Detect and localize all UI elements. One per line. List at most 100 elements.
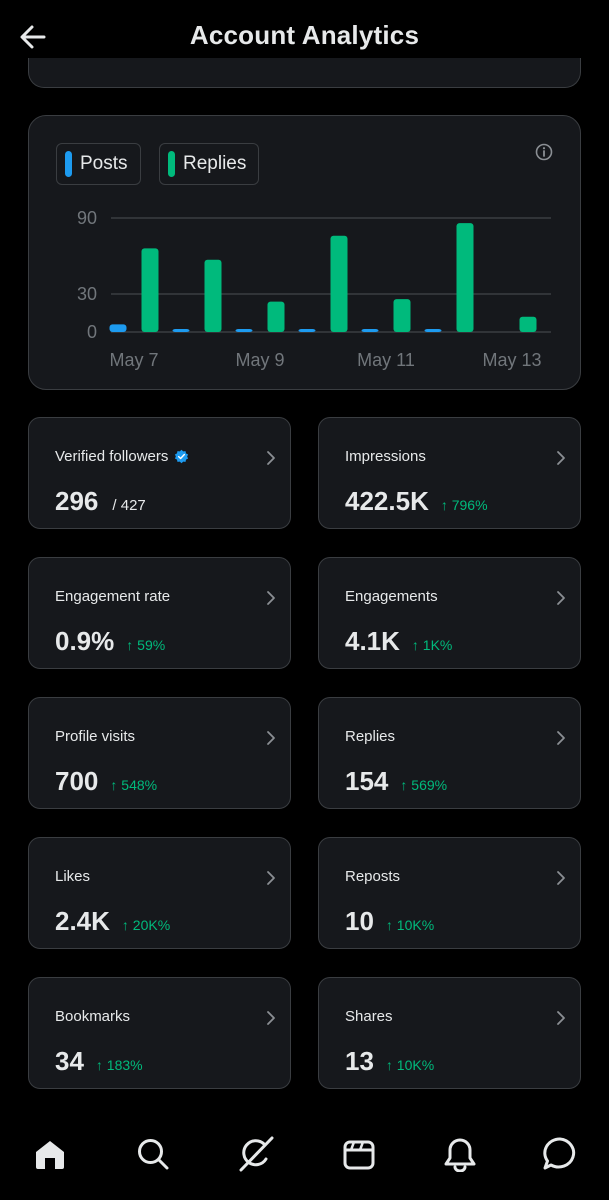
stat-value: 34 [55,1046,84,1076]
communities-icon [343,1140,375,1170]
stat-card[interactable]: Likes 2.4K ↑ 20K% [28,837,291,949]
replies-bar[interactable] [330,235,348,332]
stat-value-row: 700 ↑ 548% [55,766,157,797]
legend-posts-label: Posts [80,153,128,174]
nav-search[interactable] [131,1132,175,1176]
stat-label: Reposts [345,868,400,885]
page-title: Account Analytics [189,20,420,50]
posts-bar[interactable] [361,329,379,332]
nav-home[interactable] [28,1132,72,1176]
stat-change: ↑ 10K% [385,917,435,933]
chevron-right-icon [557,871,565,885]
x-tick-label: May 7 [109,350,158,370]
stat-card[interactable]: Engagements 4.1K ↑ 1K% [318,557,581,669]
stat-label: Profile visits [55,728,135,745]
stat-label-text: Profile visits [55,728,136,745]
stat-label: Bookmarks [55,1008,130,1025]
replies-bar[interactable] [141,248,159,332]
chevron-right-icon [267,871,275,885]
stat-change: ↑ 548% [110,777,158,793]
stat-value: 154 [345,766,389,796]
stat-label-text: Likes [55,868,91,885]
bell-icon [444,1138,476,1172]
verified-badge-icon [175,449,189,464]
activity-chart: 90 30 0 May 7 May 9 May 11 May 13 [77,208,551,370]
stat-label-text: Engagement rate [55,588,171,605]
chevron-right-icon [267,1011,275,1025]
chevron-right-icon [557,1011,565,1025]
stat-label-text: Verified followers [55,448,169,465]
legend-replies[interactable]: Replies [159,143,260,185]
stat-label: Shares [345,1008,393,1025]
posts-bar[interactable] [109,324,127,332]
replies-bar[interactable] [519,316,537,332]
chevron-right-icon [267,591,275,605]
stat-label-text: Shares [345,1008,393,1025]
chevron-right-icon [557,591,565,605]
chevron-right-icon [557,451,565,465]
stat-value: 4.1K [345,626,400,656]
stat-card[interactable]: Reposts 10 ↑ 10K% [318,837,581,949]
replies-bar[interactable] [456,223,474,332]
stat-label: Impressions [345,448,426,465]
search-icon [138,1139,169,1170]
stat-label: Likes [55,868,90,885]
stat-value: 296 [55,486,99,516]
stat-change: ↑ 569% [400,777,448,793]
stat-value-row: 422.5K ↑ 796% [345,486,488,517]
nav-grok[interactable] [234,1132,278,1176]
stat-label-text: Replies [345,728,396,745]
stat-label: Replies [345,728,395,745]
overview-card [28,58,581,88]
stat-value-row: 2.4K ↑ 20K% [55,906,170,937]
home-icon [36,1141,64,1169]
stat-change: ↑ 59% [126,637,166,653]
posts-bar[interactable] [298,329,316,332]
posts-bar[interactable] [172,329,190,332]
stat-card[interactable]: Impressions 422.5K ↑ 796% [318,417,581,529]
stat-label-text: Reposts [345,868,401,885]
stat-value: 700 [55,766,99,796]
stat-value-row: 154 ↑ 569% [345,766,447,797]
replies-bar[interactable] [393,299,411,332]
stat-value-row: 10 ↑ 10K% [345,906,434,937]
chevron-right-icon [267,731,275,745]
stat-card[interactable]: Verified followers 296 / 427 [28,417,291,529]
stat-change: ↑ 10K% [385,1057,435,1073]
stat-change: ↑ 1K% [411,637,453,653]
posts-bar[interactable] [235,329,253,332]
x-tick-label: May 11 [357,350,415,370]
x-tick-label: May 13 [482,350,541,370]
nav-communities[interactable] [337,1132,381,1176]
bottom-nav [0,1110,609,1200]
stat-card[interactable]: Replies 154 ↑ 569% [318,697,581,809]
chat-bubble-icon [543,1137,576,1170]
stat-change: ↑ 796% [440,497,488,513]
stat-value: 422.5K [345,486,429,516]
stat-change: ↑ 20K% [121,917,171,933]
back-button[interactable] [14,18,52,56]
activity-chart-card: Posts Replies 90 30 0 May 7 May 9 May 11 May 1… [28,115,581,390]
y-tick-label: 0 [87,322,97,342]
stat-value-row: 296 / 427 [55,486,146,517]
info-icon[interactable] [534,142,554,162]
stat-change: ↑ 183% [95,1057,143,1073]
nav-notifications[interactable] [438,1132,482,1176]
arrow-left-icon [20,25,46,49]
nav-messages[interactable] [538,1132,582,1176]
stat-total: / 427 [112,497,146,514]
posts-bar[interactable] [424,329,442,332]
legend-replies-label: Replies [183,153,247,174]
chevron-right-icon [267,451,275,465]
stat-card[interactable]: Profile visits 700 ↑ 548% [28,697,291,809]
replies-bar[interactable] [267,301,285,332]
stat-card[interactable]: Engagement rate 0.9% ↑ 59% [28,557,291,669]
stat-value-row: 4.1K ↑ 1K% [345,626,452,657]
stat-card[interactable]: Shares 13 ↑ 10K% [318,977,581,1089]
stat-card[interactable]: Bookmarks 34 ↑ 183% [28,977,291,1089]
stat-value: 0.9% [55,626,115,656]
stat-label-text: Bookmarks [55,1008,131,1025]
stat-value: 13 [345,1046,374,1076]
replies-bar[interactable] [204,259,222,332]
legend-posts[interactable]: Posts [56,143,141,185]
